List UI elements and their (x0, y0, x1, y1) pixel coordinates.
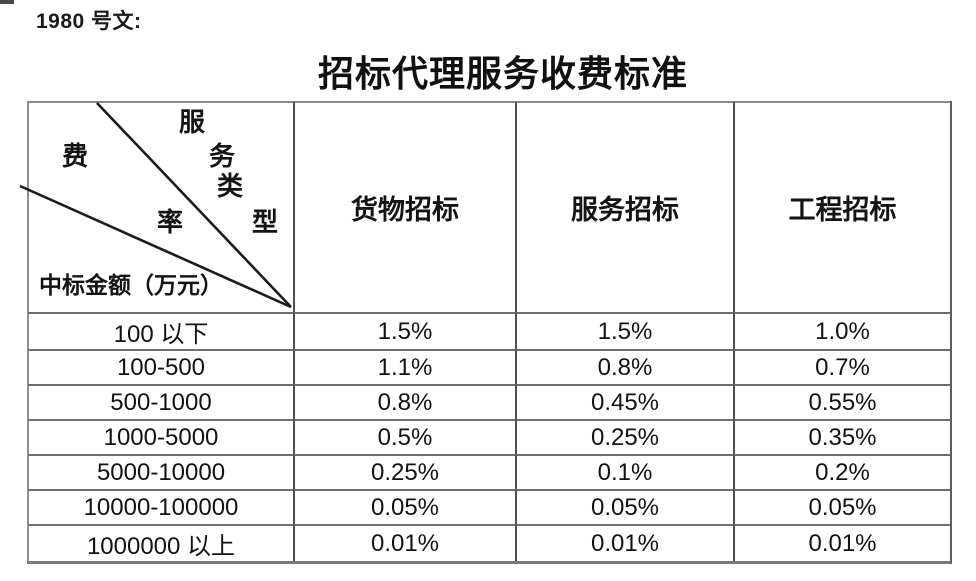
fee-standard-table: 费 服 务 类 型 率 中标金额（万元） 货物招标 服务招标 工程招标 100 … (19, 101, 952, 564)
value-cell: 1.5% (515, 312, 733, 349)
table-row: 1000000 以上 0.01% 0.01% 0.01% (27, 524, 950, 561)
amount-label: 中标金额（万元） (39, 273, 223, 298)
service-type-char: 型 (251, 208, 279, 237)
page-title: 招标代理服务收费标准 (317, 54, 688, 94)
value-cell: 0.2% (733, 454, 950, 489)
value-cell: 1.1% (293, 349, 515, 384)
corner-cell: 费 服 务 类 型 率 中标金额（万元） (19, 101, 293, 312)
header-row: 费 服 务 类 型 率 中标金额（万元） 货物招标 服务招标 工程招标 (19, 101, 950, 312)
service-type-char: 类 (216, 172, 244, 201)
scan-artifact-mark (0, 0, 14, 4)
value-cell: 1.0% (733, 312, 950, 349)
table-row: 5000-10000 0.25% 0.1% 0.2% (27, 454, 950, 489)
value-cell: 0.5% (293, 419, 515, 454)
value-cell: 0.45% (515, 384, 733, 419)
value-cell: 0.01% (733, 524, 950, 561)
range-cell: 10000-100000 (27, 489, 293, 524)
range-cell: 500-1000 (27, 384, 293, 419)
column-header-services: 服务招标 (515, 101, 733, 312)
service-type-char: 服 (178, 108, 206, 137)
value-cell: 1.5% (293, 312, 515, 349)
range-cell: 5000-10000 (27, 454, 293, 489)
value-cell: 0.01% (515, 524, 733, 561)
table-row: 500-1000 0.8% 0.45% 0.55% (27, 384, 950, 419)
value-cell: 0.25% (515, 419, 733, 454)
table-row: 10000-100000 0.05% 0.05% 0.05% (27, 489, 950, 524)
fee-label: 费 (61, 142, 89, 171)
service-type-char: 务 (208, 142, 236, 171)
table-row: 1000-5000 0.5% 0.25% 0.35% (27, 419, 950, 454)
diagonal-lines (19, 102, 292, 309)
value-cell: 0.05% (733, 489, 950, 524)
column-header-engineering: 工程招标 (733, 101, 950, 312)
value-cell: 0.05% (293, 489, 515, 524)
value-cell: 0.1% (515, 454, 733, 489)
value-cell: 0.8% (515, 349, 733, 384)
value-cell: 0.35% (733, 419, 950, 454)
range-cell: 100-500 (27, 349, 293, 384)
range-cell: 1000-5000 (27, 419, 293, 454)
doc-number: 1980 号文: (36, 10, 142, 33)
value-cell: 0.25% (293, 454, 515, 489)
column-header-goods: 货物招标 (293, 101, 515, 312)
value-cell: 0.8% (293, 384, 515, 419)
value-cell: 0.05% (515, 489, 733, 524)
table-row: 100-500 1.1% 0.8% 0.7% (27, 349, 950, 384)
value-cell: 0.01% (293, 524, 515, 561)
range-cell: 1000000 以上 (27, 524, 293, 561)
rate-label: 率 (156, 208, 184, 237)
range-cell: 100 以下 (27, 312, 293, 349)
table-row: 100 以下 1.5% 1.5% 1.0% (27, 312, 950, 349)
value-cell: 0.55% (733, 384, 950, 419)
value-cell: 0.7% (733, 349, 950, 384)
